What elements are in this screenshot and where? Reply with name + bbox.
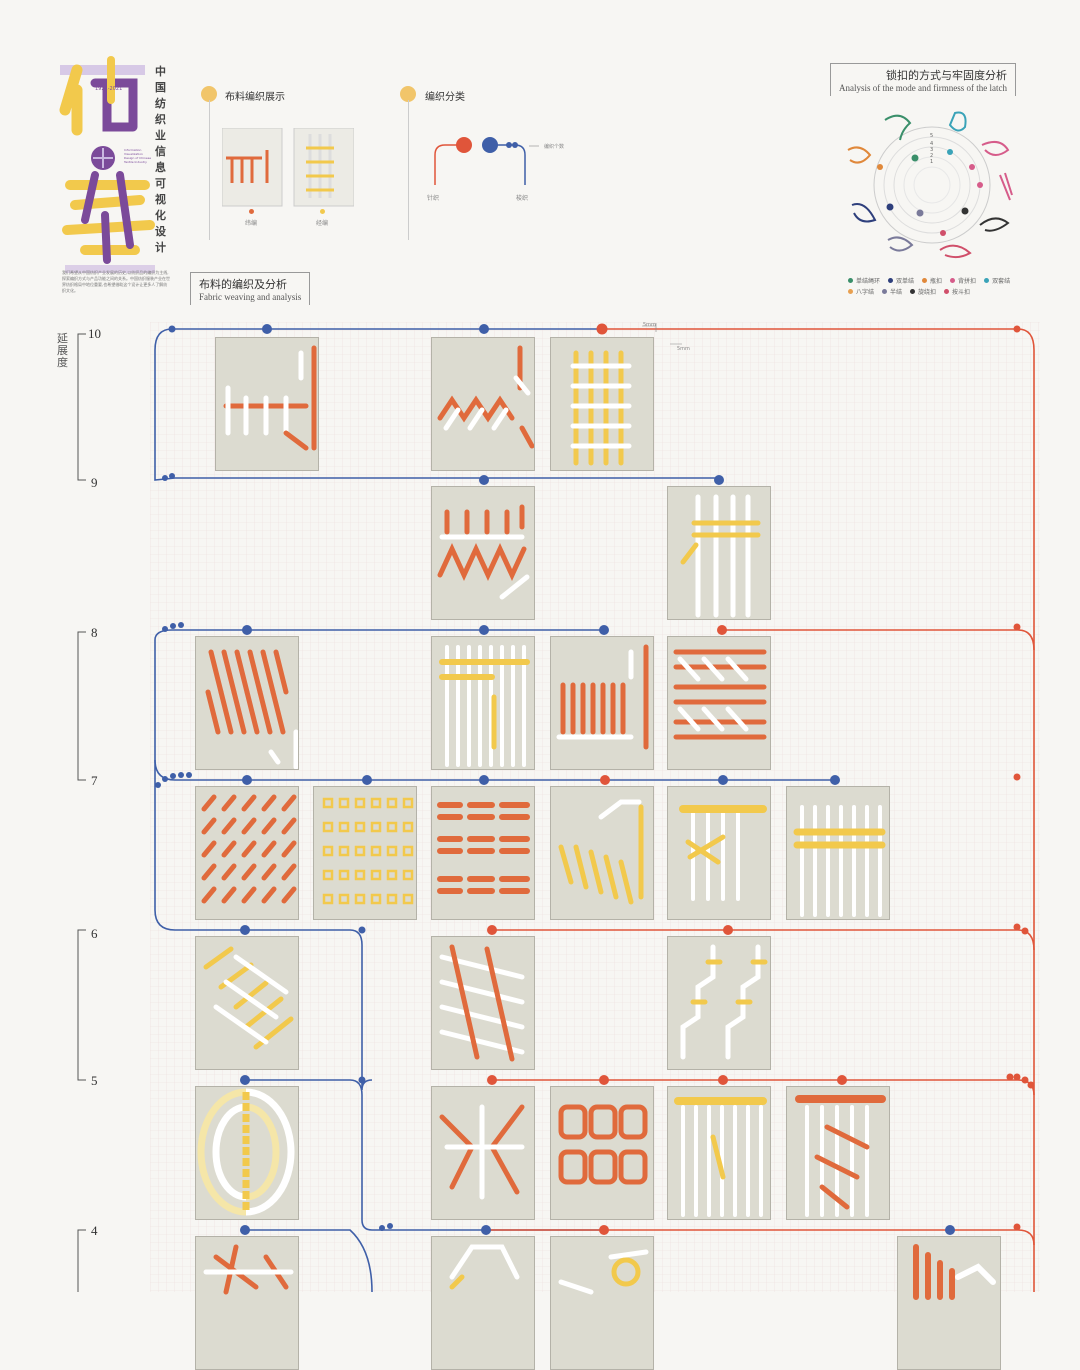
- axis-level: 5: [91, 1073, 98, 1088]
- legend-item: 旋绕扣: [910, 287, 936, 296]
- pin-line: [209, 100, 210, 240]
- intro-text: 我们希望从中国纺织产业发展的历史,以纺织品的编织为主线,探索编织方式与产品功能之…: [62, 270, 170, 293]
- svg-text:2: 2: [930, 153, 933, 159]
- axis-level: 7: [91, 773, 98, 788]
- fabric-tile[interactable]: [667, 936, 771, 1070]
- fabric-tile[interactable]: [550, 1236, 654, 1370]
- fabric-tile[interactable]: [786, 1086, 890, 1220]
- legend-item: 双套结: [984, 276, 1010, 285]
- latch-radial-chart: 5 4 3 2 1: [847, 111, 1013, 259]
- pin-icon: [201, 86, 217, 102]
- fabric-tile[interactable]: [431, 486, 535, 620]
- label-knit: 针织: [427, 195, 440, 202]
- fabric-tile[interactable]: [215, 337, 319, 471]
- fabric-tile[interactable]: [431, 1086, 535, 1220]
- latch-legend-row-1: 单结绳环 双单结 瓶扣 背拼扣 双套结: [848, 276, 1010, 285]
- connector-lines: [154, 323, 1035, 1292]
- label-warp: 经编: [316, 220, 329, 227]
- fabric-tile[interactable]: [667, 636, 771, 770]
- fabric-tile[interactable]: [786, 786, 890, 920]
- fabric-tile[interactable]: [195, 786, 299, 920]
- axis-title: 延展度: [57, 332, 68, 369]
- fabric-tile[interactable]: [431, 786, 535, 920]
- fabric-tile[interactable]: [195, 1236, 299, 1370]
- fabric-tile[interactable]: [431, 337, 535, 471]
- fabric-tile[interactable]: [313, 786, 417, 920]
- latch-title-zh: 锁扣的方式与牢固度分析: [885, 69, 1007, 82]
- fabric-tile[interactable]: [550, 636, 654, 770]
- fabric-tile[interactable]: [195, 1086, 299, 1220]
- legend-item: 八字结: [848, 287, 874, 296]
- fabric-display-samples: [222, 128, 354, 207]
- fabric-display-title: 布料编织展示: [225, 92, 285, 103]
- fabric-tile[interactable]: [667, 486, 771, 620]
- axis-level: 9: [91, 475, 98, 490]
- legend-item: 按斗扣: [944, 287, 970, 296]
- legend-item: 背拼扣: [950, 276, 976, 285]
- annotation-grid-b: 5mm: [677, 346, 690, 352]
- svg-text:5: 5: [930, 133, 933, 139]
- fabric-tile[interactable]: [550, 786, 654, 920]
- fabric-tile[interactable]: [667, 786, 771, 920]
- fabric-tile[interactable]: [195, 636, 299, 770]
- fabric-tile[interactable]: [550, 337, 654, 471]
- vertical-title: 中国纺织业信息可视化设计: [155, 65, 166, 254]
- fabric-tile[interactable]: [897, 1236, 1001, 1370]
- axis-level: 10: [88, 326, 101, 341]
- label-woven: 梭织: [516, 195, 529, 202]
- legend-item: 半结: [882, 287, 902, 296]
- logo-years: 1921-2021: [95, 86, 123, 92]
- svg-text:4: 4: [930, 141, 933, 147]
- fabric-tile[interactable]: [550, 1086, 654, 1220]
- fabric-analysis-title-en: Fabric weaving and analysis: [199, 292, 302, 302]
- axis-level: 6: [91, 926, 98, 941]
- fabric-tile[interactable]: [431, 936, 535, 1070]
- fabric-tile[interactable]: [195, 936, 299, 1070]
- fabric-analysis-title-zh: 布料的编织及分析: [199, 278, 287, 291]
- legend-item: 瓶扣: [922, 276, 942, 285]
- fabric-analysis-header: 布料的编织及分析 Fabric weaving and analysis: [190, 272, 311, 305]
- legend-item: 单结绳环: [848, 276, 880, 285]
- weave-class-title: 编织分类: [425, 92, 465, 103]
- label-weft: 纬编: [245, 220, 258, 227]
- legend-item: 双单结: [888, 276, 914, 285]
- weave-class-diagram: [434, 137, 539, 185]
- fabric-tile[interactable]: [431, 1236, 535, 1370]
- latch-title-en: Analysis of the mode and firmness of the…: [839, 83, 1007, 93]
- axis-level: 8: [91, 625, 98, 640]
- axis-level: 4: [91, 1223, 98, 1238]
- svg-text:1: 1: [930, 159, 933, 165]
- latch-analysis-header: 锁扣的方式与牢固度分析 Analysis of the mode and fir…: [830, 63, 1016, 96]
- axis-brackets: [77, 333, 86, 1292]
- latch-legend-row-2: 八字结 半结 旋绕扣 按斗扣: [848, 287, 970, 296]
- warp-dot: [320, 209, 325, 214]
- annotation-grid-a: 5mm: [643, 322, 656, 328]
- fabric-tile[interactable]: [431, 636, 535, 770]
- svg-text:3: 3: [930, 147, 933, 153]
- pin-icon: [400, 86, 416, 102]
- pin-line: [408, 100, 409, 240]
- poster-logo: [59, 56, 155, 273]
- label-count: 编织个数: [544, 144, 565, 150]
- fabric-tile[interactable]: [667, 1086, 771, 1220]
- weft-dot: [249, 209, 254, 214]
- logo-caption: Information Visualization Design of Chin…: [124, 148, 152, 164]
